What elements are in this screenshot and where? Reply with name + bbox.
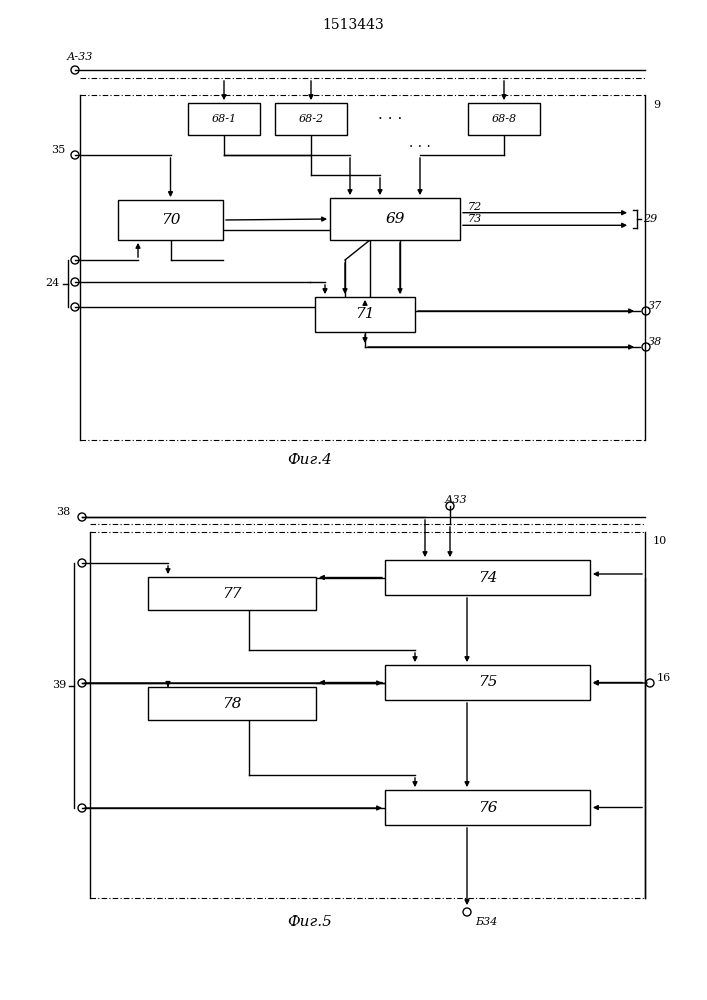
Text: 71: 71 [355,308,375,322]
Text: 78: 78 [222,696,242,710]
Text: А-33: А-33 [67,52,93,62]
Text: 35: 35 [51,145,65,155]
Text: 37: 37 [648,301,662,311]
Text: 73: 73 [468,214,482,224]
Text: 1513443: 1513443 [322,18,384,32]
Text: 16: 16 [657,673,671,683]
Text: Фиг.4: Фиг.4 [288,453,332,467]
Text: 75: 75 [478,676,497,690]
Text: Фиг.5: Фиг.5 [288,915,332,929]
Bar [468,103,540,135]
Text: 70: 70 [160,213,180,227]
Text: 68-8: 68-8 [491,114,517,124]
Bar [330,198,460,240]
Text: 68-2: 68-2 [298,114,324,124]
Bar [148,687,316,720]
Bar [275,103,347,135]
Text: · · ·: · · · [378,112,402,126]
Text: 72: 72 [468,202,482,212]
Text: Б34: Б34 [475,917,498,927]
Text: 10: 10 [653,536,667,546]
Text: · · ·: · · · [409,140,431,154]
Bar [385,665,590,700]
Text: 69: 69 [385,212,404,226]
Text: 74: 74 [478,570,497,584]
Text: 77: 77 [222,586,242,600]
Text: 38: 38 [648,337,662,347]
Bar [385,560,590,595]
Text: 9: 9 [653,100,660,110]
Text: 68-1: 68-1 [211,114,237,124]
Text: 39: 39 [52,680,66,690]
Bar [118,200,223,240]
Bar [315,297,415,332]
Bar [148,577,316,610]
Text: 24: 24 [46,278,60,288]
Text: 29: 29 [643,214,658,224]
Bar [188,103,260,135]
Text: А33: А33 [445,495,467,505]
Text: 76: 76 [478,800,497,814]
Text: 38: 38 [56,507,70,517]
Bar [385,790,590,825]
